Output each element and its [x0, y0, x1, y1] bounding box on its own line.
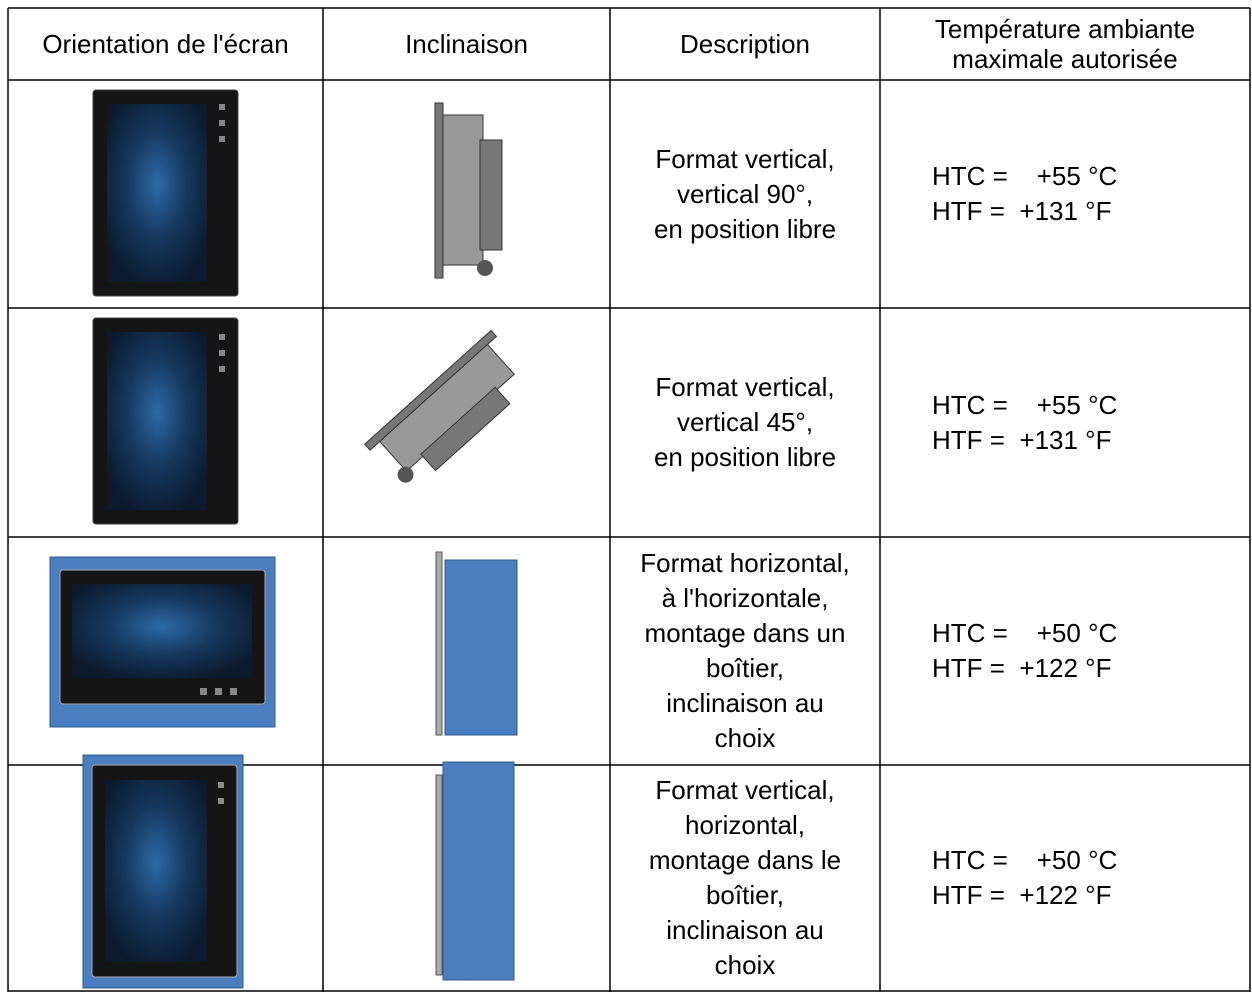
description-line: choix	[714, 950, 776, 980]
description-cell: Format vertical, vertical 45°, en position…	[610, 308, 880, 537]
header-text: maximale autorisée	[952, 44, 1178, 74]
grid	[7, 7, 1251, 992]
description-cell: Format horizontal, à l'horizontale, montag…	[610, 537, 880, 765]
description-line: horizontal,	[685, 810, 805, 840]
header-text: Température ambiante	[934, 14, 1196, 44]
temperature-line: HTC = +55 °C	[932, 161, 1118, 191]
temperature-line: HTC = +55 °C	[932, 389, 1118, 420]
description-line: Format vertical,	[655, 372, 835, 402]
side-profile	[435, 761, 515, 981]
description-cell: Format vertical, vertical 90°, en position…	[610, 80, 880, 308]
temperature-cell: HTC = +50 °C HTF = +122 °F	[880, 765, 1250, 991]
header-cell: Température ambiante maximale autorisée	[880, 8, 1250, 80]
side-profile	[435, 551, 518, 736]
description-line: boîtier,	[705, 880, 785, 910]
temperature-line: HTF = +122 °F	[932, 880, 1112, 910]
panel-image	[49, 556, 276, 728]
description-line: boîtier,	[705, 653, 785, 683]
description-line: Format horizontal,	[640, 548, 850, 578]
description-line: inclinaison au	[666, 688, 824, 718]
header-text: Description	[679, 29, 811, 59]
panel-image	[92, 89, 239, 297]
description-line: choix	[714, 723, 776, 753]
temperature-line: HTF = +122 °F	[932, 653, 1112, 683]
description-line: vertical 90°,	[676, 178, 814, 209]
temperature-line: HTF = +131 °F	[932, 196, 1112, 226]
header-cell: Inclinaison	[323, 8, 610, 80]
description-cell: Format vertical, horizontal, montage dans …	[610, 765, 880, 991]
temperature-line: HTC = +50 °C	[932, 618, 1118, 648]
temperature-line: HTC = +50 °C	[932, 845, 1118, 875]
panel-image	[82, 754, 244, 989]
description-line: en position libre	[653, 213, 837, 244]
header-cell: Orientation de l'écran	[8, 8, 323, 80]
description-line: vertical 45°,	[676, 407, 814, 437]
description-line: à l'horizontale,	[661, 583, 829, 613]
temperature-line: HTF = +131 °F	[932, 424, 1112, 455]
side-profile	[434, 102, 503, 279]
header-cell: Description	[610, 8, 880, 80]
description-line: Format vertical,	[655, 143, 835, 174]
description-line: montage dans le	[648, 845, 842, 875]
side-profile	[363, 329, 515, 483]
temperature-cell: HTC = +50 °C HTF = +122 °F	[880, 537, 1250, 765]
temperature-cell: HTC = +55 °C HTF = +131 °F	[880, 308, 1250, 537]
description-line: montage dans un	[644, 618, 846, 648]
panel-image	[92, 317, 239, 525]
description-line: Format vertical,	[655, 775, 835, 805]
description-line: en position libre	[653, 442, 837, 472]
header-text: Orientation de l'écran	[42, 29, 289, 59]
temperature-cell: HTC = +55 °C HTF = +131 °F	[880, 80, 1250, 308]
header-text: Inclinaison	[405, 29, 528, 59]
description-line: inclinaison au	[666, 915, 824, 945]
